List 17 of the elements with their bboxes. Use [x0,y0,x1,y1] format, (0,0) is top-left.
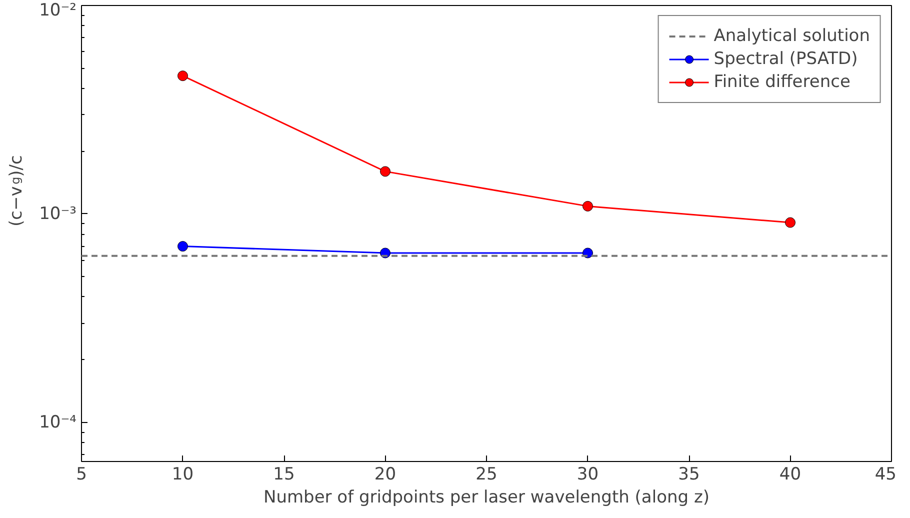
x-tick-label: 10 [172,464,194,484]
x-tick-label: 35 [678,464,700,484]
x-tick-label: 15 [273,464,295,484]
x-tick-label: 5 [76,464,87,484]
legend-label: Finite difference [714,72,850,92]
x-tick-label: 45 [874,464,897,484]
y-tick-label: 10⁻³ [39,204,76,224]
x-tick-label: 20 [374,464,396,484]
x-tick-label: 30 [576,464,599,484]
y-axis-title: (c−vg)/c [6,155,26,226]
x-tick-label: 40 [779,464,802,484]
y-tick-label: 10⁻⁴ [39,412,77,432]
x-tick-label: 25 [476,464,498,484]
x-axis-title: Number of gridpoints per laser wavelength (along z) [263,488,710,508]
legend-label: Spectral (PSATD) [714,49,858,69]
legend-label: Analytical solution [714,26,870,46]
y-tick-label: 10⁻² [39,0,76,20]
